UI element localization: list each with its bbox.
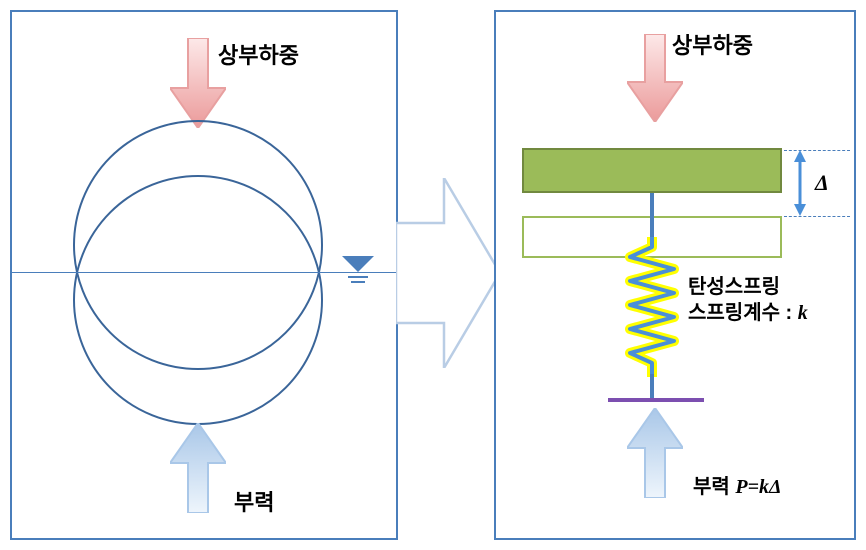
buoyancy-arrow-left <box>170 423 226 513</box>
delta-label: Δ <box>815 170 829 196</box>
mass-block-filled <box>522 148 782 193</box>
stem-bot <box>650 374 654 398</box>
lower-circle <box>73 175 323 425</box>
delta-bot-line <box>784 216 850 217</box>
buoyancy-label-right: 부력 P=kΔ <box>693 470 782 499</box>
transition-arrow-icon <box>396 178 500 368</box>
top-load-label-right: 상부하중 <box>672 28 753 60</box>
spring-label-2: 스프링계수 : k <box>688 296 808 325</box>
waterline <box>12 272 396 273</box>
buoyancy-label-left: 부력 <box>234 485 274 517</box>
buoyancy-arrow-right <box>627 408 683 498</box>
water-level-icon <box>340 254 376 286</box>
buoyancy-label-b: P=kΔ <box>735 476 781 498</box>
spring-label-2b: k <box>798 302 808 324</box>
top-load-label-left: 상부하중 <box>218 38 299 70</box>
spring-icon <box>622 237 682 377</box>
spring-label-2a: 스프링계수 : <box>688 302 798 324</box>
base-line <box>608 398 704 402</box>
buoyancy-label-a: 부력 <box>693 476 735 498</box>
delta-arrow-icon <box>792 150 808 216</box>
spring-label-1: 탄성스프링 <box>688 270 780 299</box>
